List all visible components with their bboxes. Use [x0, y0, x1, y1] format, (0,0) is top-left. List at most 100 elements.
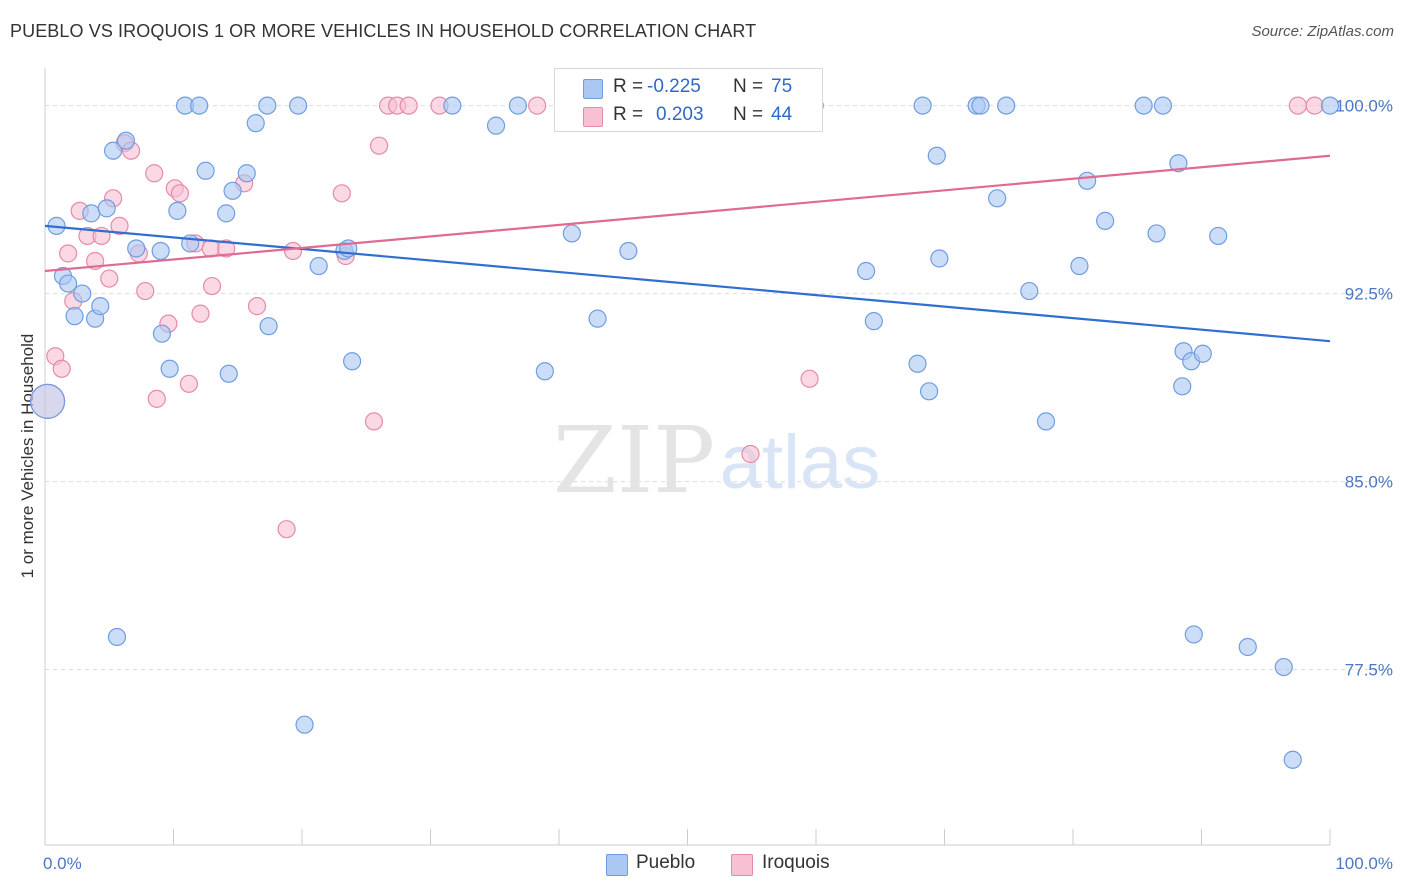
y-tick-label: 92.5%	[1345, 285, 1393, 304]
pueblo-point	[1274, 657, 1293, 677]
pueblo-point	[65, 307, 84, 326]
iroquois-point	[136, 281, 155, 301]
legend-iroquois-label[interactable]: Iroquois	[762, 852, 830, 873]
pueblo-point	[259, 317, 278, 336]
legend: Pueblo Iroquois	[0, 850, 1406, 880]
pueblo-point	[1020, 281, 1039, 301]
pueblo-point	[927, 146, 946, 165]
pueblo-point	[486, 116, 506, 135]
pueblo-point	[160, 359, 179, 378]
stats-box: R = -0.225 N = 75 R = 0.203 N = 44	[554, 68, 823, 132]
pueblo-point	[116, 131, 136, 150]
pueblo-point	[619, 241, 638, 261]
iroquois-point	[283, 241, 303, 261]
axes	[44, 68, 1331, 846]
iroquois-point	[191, 304, 210, 323]
pueblo-point	[309, 256, 328, 276]
pueblo-point	[127, 239, 146, 258]
iroquois-r-value: 0.203	[656, 104, 704, 125]
pueblo-point	[588, 309, 607, 328]
legend-pueblo-label[interactable]: Pueblo	[636, 852, 696, 873]
tick-labels: 100.0% 92.5% 85.0% 77.5% 0.0% 100.0%	[43, 97, 1393, 873]
chart-title: PUEBLO VS IROQUOIS 1 OR MORE VEHICLES IN…	[10, 21, 757, 41]
pueblo-point	[152, 324, 172, 343]
y-tick-label: 77.5%	[1345, 661, 1393, 680]
x-tick-label: 100.0%	[1335, 854, 1393, 873]
n-label: N =	[733, 104, 764, 125]
iroquois-point	[145, 164, 164, 183]
iroquois-point	[800, 369, 819, 388]
pueblo-point	[1096, 211, 1115, 230]
pueblo-point	[219, 364, 238, 383]
pueblo-point	[908, 354, 927, 373]
r-label: R =	[613, 76, 644, 97]
stats-row-iroquois: R = 0.203 N = 44	[555, 101, 822, 129]
pueblo-point	[29, 383, 66, 419]
watermark-atlas: atlas	[720, 420, 881, 505]
iroquois-point	[370, 136, 389, 155]
iroquois-point	[110, 216, 129, 236]
iroquois-point	[528, 96, 547, 115]
y-tick-label: 85.0%	[1345, 473, 1393, 492]
pueblo-point	[1153, 96, 1173, 115]
iroquois-point	[170, 184, 190, 203]
iroquois-point	[100, 269, 119, 288]
pueblo-point	[997, 96, 1016, 115]
pueblo-point	[190, 96, 209, 115]
iroquois-n-value: 44	[771, 104, 793, 125]
legend-iroquois-swatch[interactable]	[731, 854, 753, 876]
r-label: R =	[613, 104, 644, 125]
iroquois-point	[201, 239, 220, 258]
trend-lines	[44, 154, 1331, 343]
pueblo-n-value: 75	[771, 76, 793, 97]
pueblo-point	[1238, 637, 1257, 657]
pueblo-point	[857, 261, 876, 281]
pueblo-trend-line	[44, 224, 1331, 343]
pueblo-point	[246, 114, 265, 133]
pueblo-point	[443, 96, 462, 115]
pueblo-point	[508, 96, 527, 115]
pueblo-point	[1283, 750, 1302, 769]
pueblo-point	[1036, 412, 1056, 431]
pueblo-point	[864, 312, 883, 331]
iroquois-point	[332, 184, 351, 203]
pueblo-point	[988, 189, 1007, 208]
pueblo-point	[289, 96, 308, 115]
iroquois-point	[364, 412, 384, 431]
pueblo-point	[535, 362, 554, 381]
iroquois-point	[59, 244, 78, 263]
pueblo-point	[97, 199, 116, 218]
pueblo-point	[196, 161, 215, 180]
iroquois-point	[247, 297, 267, 316]
iroquois-point	[399, 96, 418, 115]
pueblo-point	[919, 382, 939, 401]
pueblo-point	[913, 96, 932, 115]
pueblo-point	[295, 715, 314, 734]
pueblo-point	[1147, 224, 1166, 243]
stats-row-pueblo: R = -0.225 N = 75	[555, 73, 822, 101]
watermark-zip: ZIP	[553, 407, 715, 514]
pueblo-point	[1169, 154, 1188, 173]
pueblo-point	[1193, 344, 1212, 363]
legend-pueblo-swatch[interactable]	[606, 854, 628, 876]
pueblo-r-value: -0.225	[647, 76, 701, 97]
pueblo-point	[237, 164, 256, 183]
iroquois-point	[1305, 96, 1324, 115]
pueblo-point	[1173, 377, 1192, 396]
iroquois-swatch	[583, 107, 603, 127]
iroquois-point	[52, 359, 71, 378]
iroquois-point	[217, 239, 236, 258]
pueblo-point	[971, 96, 990, 115]
pueblo-point	[82, 204, 101, 223]
pueblo-point	[73, 284, 92, 303]
pueblo-point	[1078, 171, 1097, 190]
pueblo-point	[104, 141, 123, 160]
pueblo-point	[1134, 96, 1153, 115]
pueblo-point	[1184, 625, 1203, 644]
pueblo-point	[168, 201, 187, 220]
iroquois-point	[147, 389, 166, 408]
pueblo-point	[151, 241, 170, 261]
pueblo-point	[1320, 96, 1340, 115]
pueblo-point	[107, 627, 127, 647]
